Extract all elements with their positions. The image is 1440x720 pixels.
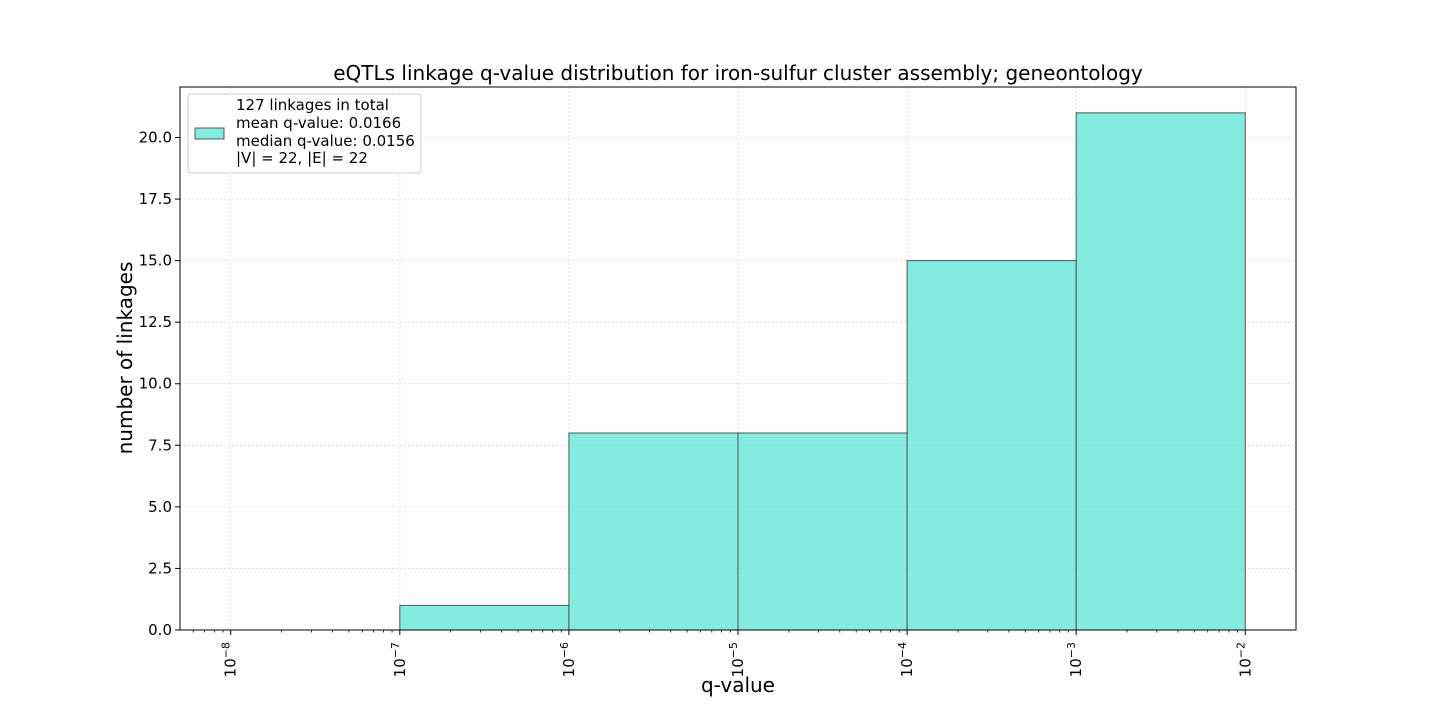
- y-tick-label: 10.0: [139, 375, 172, 393]
- y-tick-label: 7.5: [148, 436, 172, 454]
- histogram-bar: [399, 604, 570, 631]
- legend-line-total: 127 linkages in total: [236, 96, 389, 114]
- histogram-bar: [568, 432, 739, 631]
- legend-box: [187, 93, 422, 174]
- y-tick-label: 17.5: [139, 190, 172, 208]
- chart-title: eQTLs linkage q-value distribution for i…: [333, 61, 1143, 85]
- legend-swatch: [194, 127, 225, 140]
- legend: 127 linkages in total mean q-value: 0.01…: [187, 93, 422, 174]
- histogram-bar: [737, 432, 908, 631]
- bars: [399, 112, 1246, 631]
- histogram-bar: [906, 260, 1077, 631]
- y-tick-label: 5.0: [148, 498, 172, 516]
- y-tick-label: 12.5: [139, 313, 172, 331]
- y-axis: 0.0 2.5 5.0 7.5 10.0 12.5 15.0 17.5 20.0: [139, 128, 180, 639]
- legend-line-graph-size: |V| = 22, |E| = 22: [236, 149, 368, 167]
- x-axis-label: q-value: [701, 673, 775, 697]
- histogram-bar: [1075, 112, 1246, 631]
- legend-line-median: median q-value: 0.0156: [236, 132, 415, 150]
- y-tick-label: 2.5: [148, 559, 172, 577]
- y-axis-label: number of linkages: [113, 262, 137, 455]
- y-tick-label: 0.0: [148, 621, 172, 639]
- y-tick-label: 15.0: [139, 252, 172, 270]
- legend-line-mean: mean q-value: 0.0166: [236, 114, 401, 132]
- y-tick-label: 20.0: [139, 128, 172, 146]
